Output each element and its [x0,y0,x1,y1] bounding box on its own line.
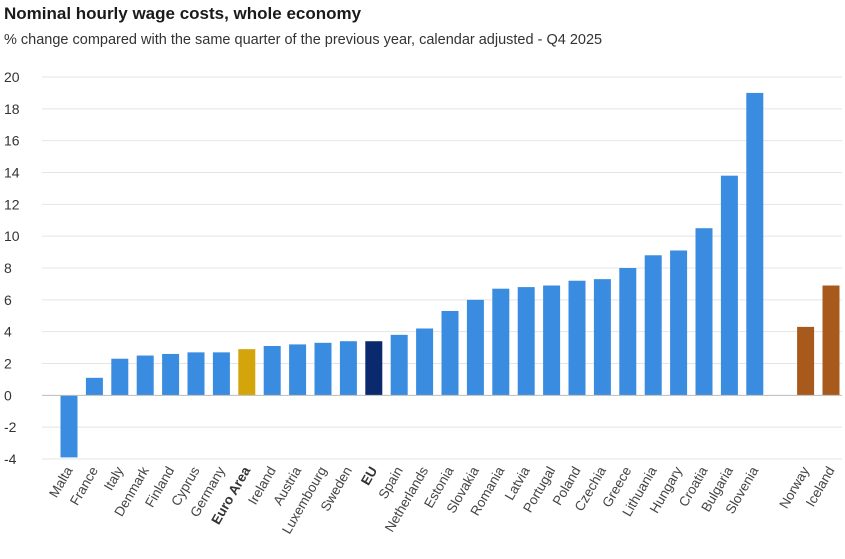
bar [136,355,154,396]
bar [517,287,535,396]
bar [390,334,408,396]
bar [568,280,586,396]
bar [466,299,484,396]
bar [339,341,357,396]
bar [441,310,459,396]
y-tick-label: 20 [4,69,20,85]
y-tick-label: -4 [4,451,17,467]
x-tick-label: Italy [101,464,126,493]
chart-title: Nominal hourly wage costs, whole economy [4,4,362,23]
bar [111,358,129,396]
bar [212,352,230,396]
bar [263,345,281,396]
bar [695,228,713,396]
bar [593,279,611,396]
bar [187,352,205,396]
bar [619,268,637,396]
bar [289,344,307,396]
bar [162,353,180,396]
bar [797,326,815,396]
y-axis-ticks: -4 -2 0 2 4 6 8 10 12 14 16 18 20 [4,69,20,467]
bar [85,377,103,396]
bar [314,342,332,396]
chart-subtitle: % change compared with the same quarter … [4,32,603,48]
y-tick-label: 0 [4,387,12,403]
y-tick-label: 10 [4,228,20,244]
bar [543,285,561,396]
bar [365,341,383,396]
y-tick-label: 18 [4,101,20,117]
bar [670,250,688,396]
y-tick-label: 14 [4,165,20,181]
y-tick-label: 16 [4,133,20,149]
bar [644,255,662,396]
y-tick-label: -2 [4,419,17,435]
bar [60,395,78,458]
y-tick-label: 12 [4,196,20,212]
bar [492,288,510,396]
y-tick-label: 6 [4,292,12,308]
bar [238,349,256,396]
y-tick-label: 2 [4,356,12,372]
y-tick-label: 8 [4,260,12,276]
bar [720,175,738,396]
bars [60,92,840,458]
x-tick-label: EU [358,464,380,488]
y-tick-label: 4 [4,324,12,340]
bar [746,92,764,396]
bar [416,328,434,396]
bar [822,285,840,396]
